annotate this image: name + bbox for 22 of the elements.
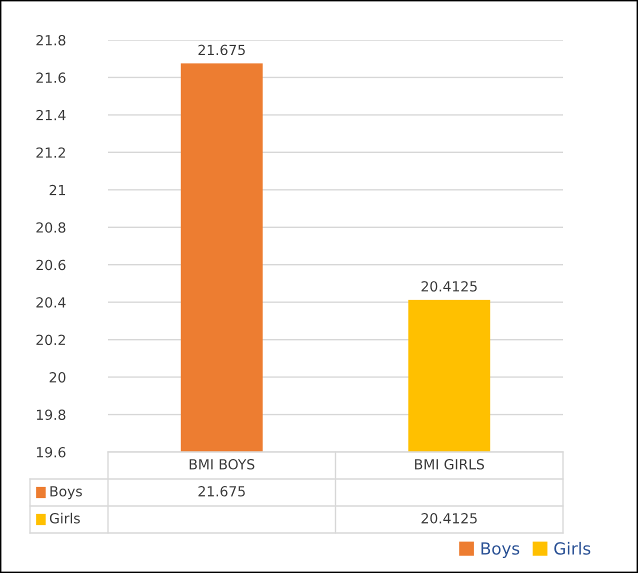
y-tick-label: 20.2 bbox=[36, 334, 65, 346]
x-tick-label: BMI BOYS bbox=[190, 459, 254, 470]
text: 21.675 bbox=[198, 486, 245, 497]
data-label: 21.675 bbox=[198, 44, 245, 56]
y-tick-label: 20 bbox=[50, 372, 66, 383]
x-tick-label: BMI GIRLS bbox=[415, 459, 484, 470]
legend-label: Girls bbox=[554, 542, 590, 555]
y-tick-label: 20.8 bbox=[36, 222, 66, 233]
y-tick-label: 20.4 bbox=[36, 297, 66, 308]
text: Boys bbox=[482, 542, 520, 558]
y-tick-label: 21.6 bbox=[36, 72, 66, 83]
y-tick-label: 21.4 bbox=[36, 110, 66, 120]
y-tick-label: 20.6 bbox=[36, 260, 66, 270]
y-tick-label: 21.8 bbox=[36, 34, 66, 46]
text: 20.4125 bbox=[422, 513, 477, 524]
y-tick-label: 21 bbox=[50, 184, 66, 196]
y-tick-label: 19.8 bbox=[36, 410, 66, 420]
text: Girls bbox=[50, 512, 80, 524]
y-tick-label: 19.6 bbox=[36, 446, 66, 458]
data-label: 20.4125 bbox=[422, 281, 477, 292]
legend-label: Boys bbox=[50, 486, 82, 500]
y-tick-label: 21.2 bbox=[36, 147, 65, 158]
